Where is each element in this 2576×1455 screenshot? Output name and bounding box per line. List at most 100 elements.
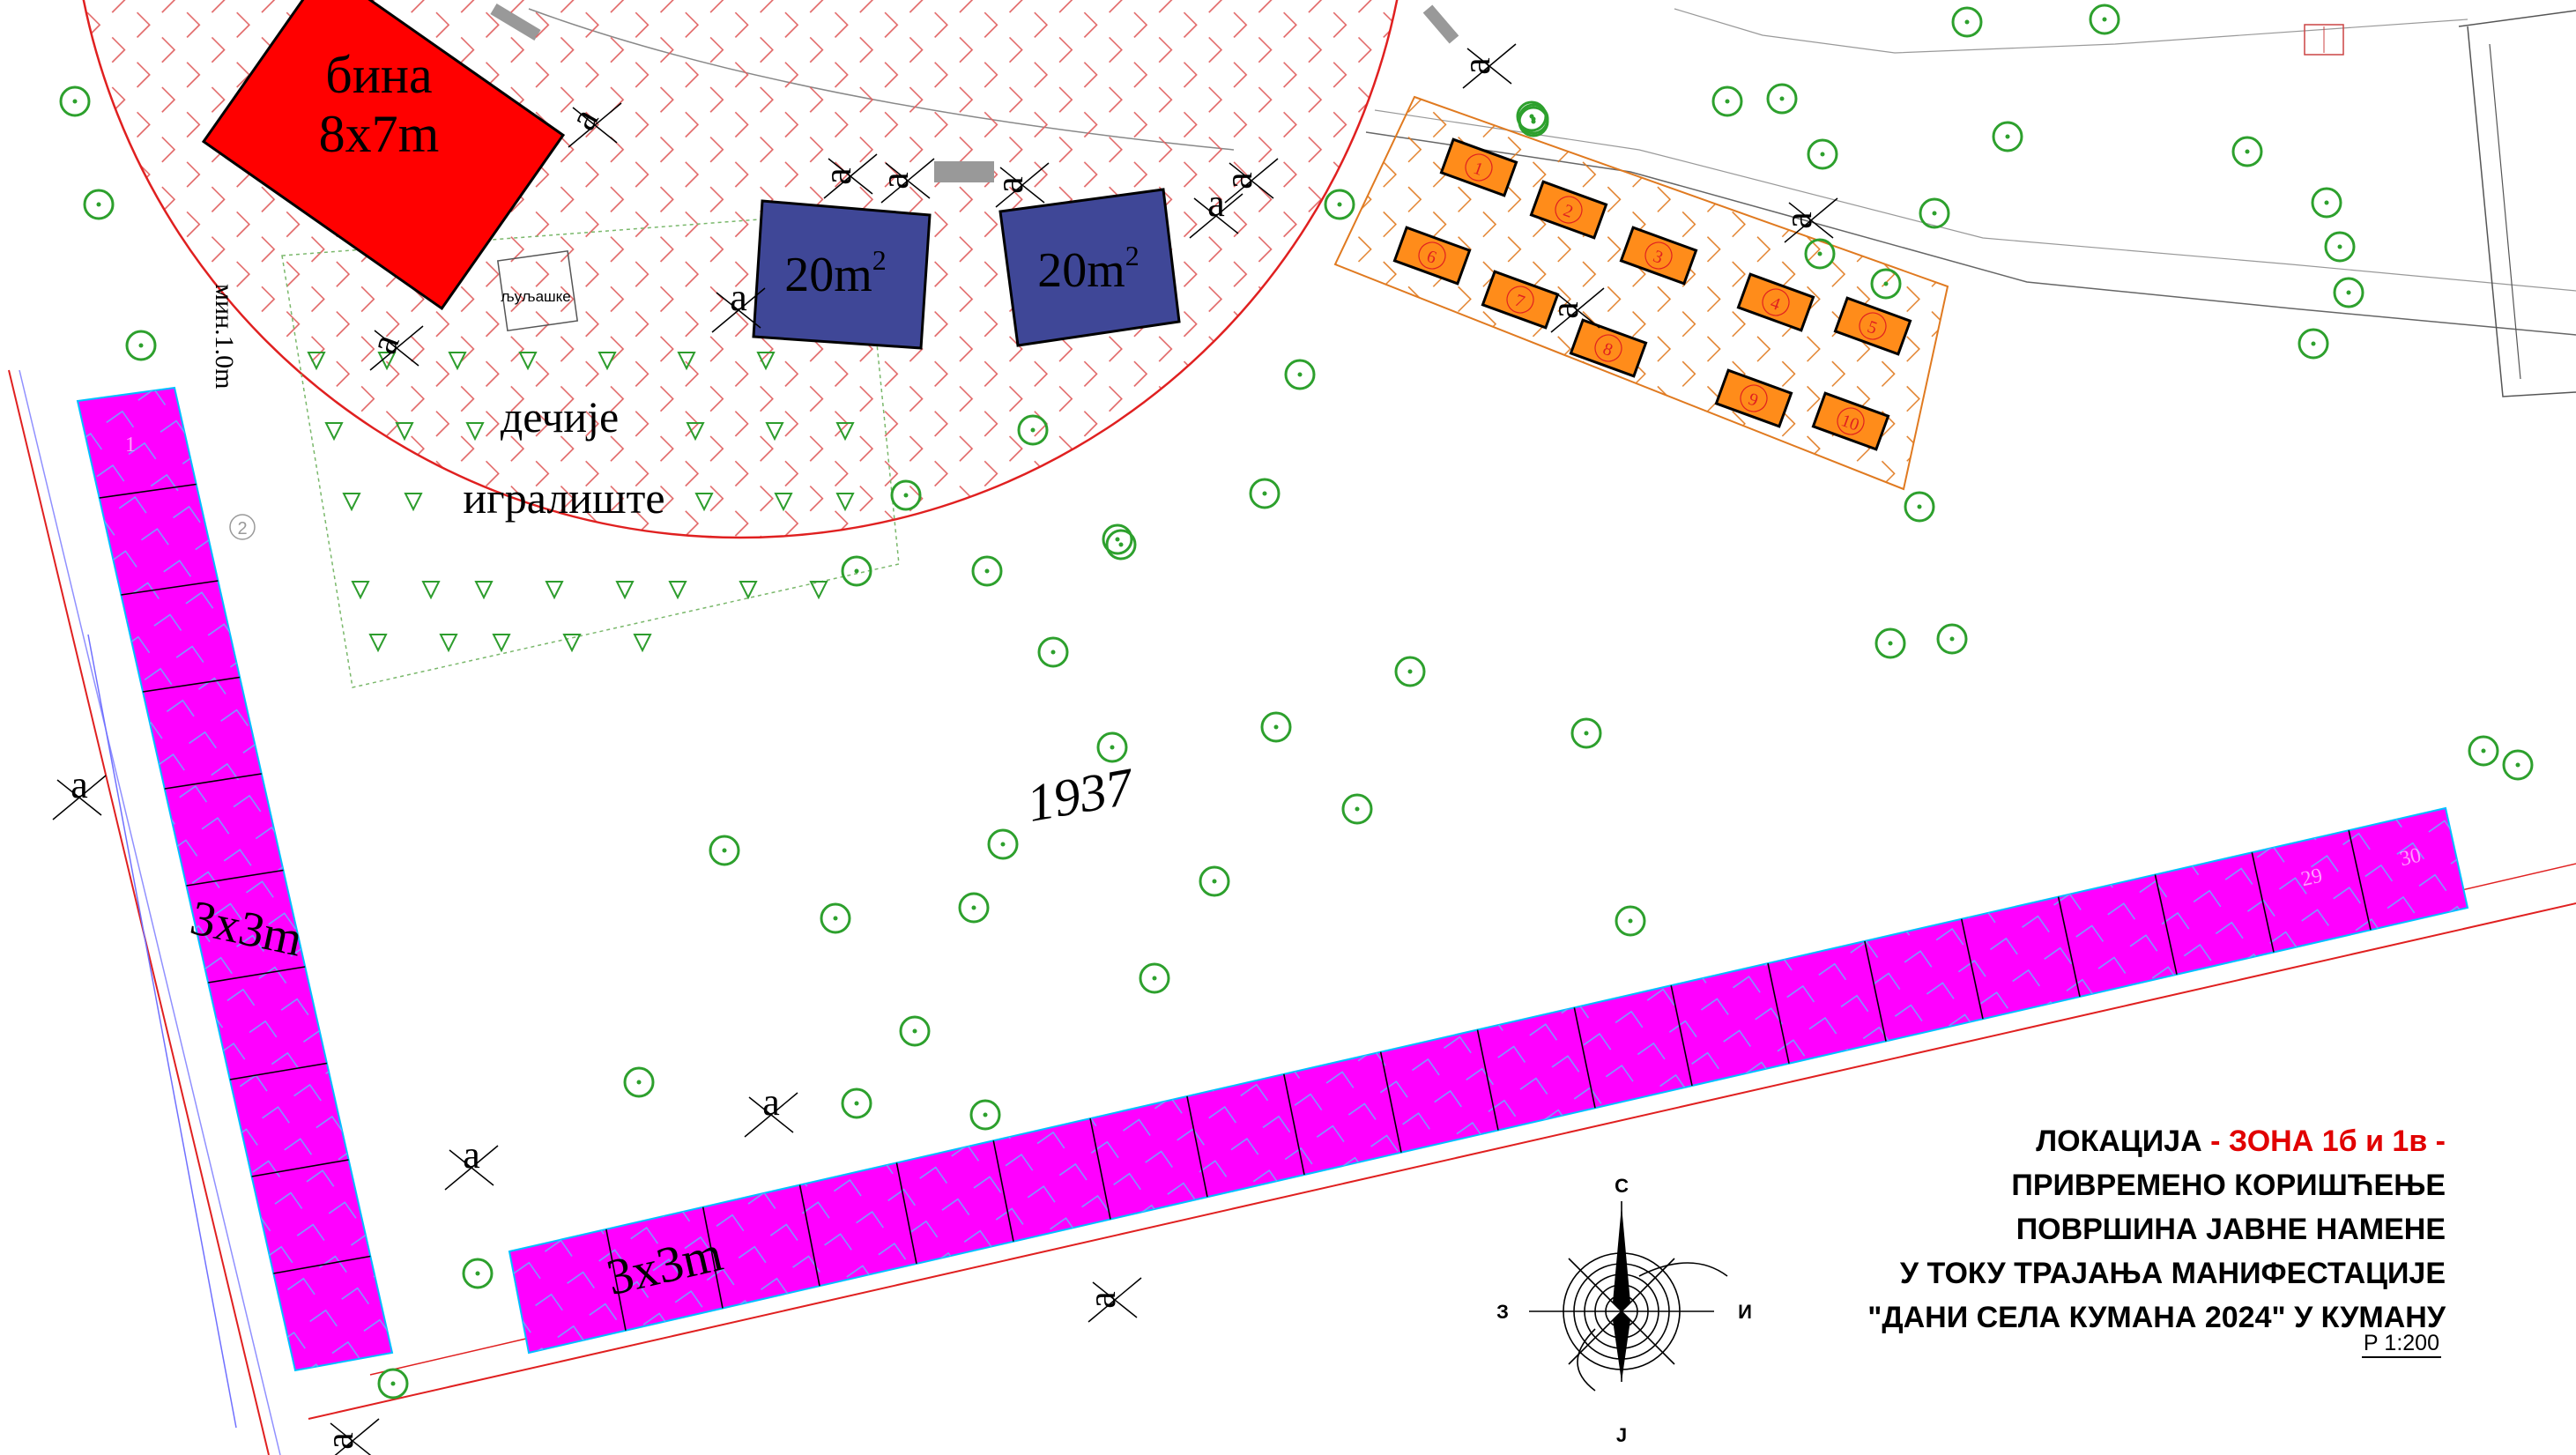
stall-divider — [2348, 829, 2372, 931]
dimension-letter: a — [1455, 57, 1498, 75]
dimension-marker: a — [1455, 43, 1517, 89]
legend-line-1: ЛОКАЦИЈА - ЗОНА 1б и 1в - — [1652, 1119, 2446, 1163]
kiosk-1-sup: 2 — [872, 244, 887, 276]
dimension-letter: a — [988, 176, 1031, 194]
stall-marker-2: 2 — [229, 514, 256, 540]
small-stand-8: 8 — [1569, 318, 1648, 378]
stall-divider — [251, 1159, 349, 1177]
legend-location: ЛОКАЦИЈА — [2036, 1125, 2202, 1158]
tree-symbol — [377, 1368, 409, 1399]
dimension-marker: a — [1543, 287, 1605, 333]
small-stand-6: 6 — [1392, 226, 1472, 286]
kiosk-2-sup: 2 — [1125, 240, 1140, 271]
stall-divider — [229, 1062, 328, 1080]
kiosk-1: 20m2 — [752, 199, 932, 350]
dimension-letter: a — [1777, 212, 1820, 229]
trees — [59, 4, 2534, 1399]
stall-divider — [164, 773, 262, 790]
stall-divider — [2057, 896, 2081, 998]
legend-line-3: ПОВРШИНА ЈАВНЕ НАМЕНЕ — [2016, 1213, 2446, 1246]
stall-divider — [142, 676, 241, 693]
dimension-marker: a — [873, 158, 935, 204]
legend-line-5: "ДАНИ СЕЛА КУМАНА 2024" У КУМАНУ — [1867, 1301, 2446, 1334]
tree-symbol — [83, 189, 115, 220]
playground-area: љуљашке дечије игралиште — [281, 211, 900, 688]
tree-symbol — [1904, 491, 1935, 523]
tree-symbol — [1992, 121, 2023, 152]
tree-symbol — [1284, 359, 1316, 390]
dimension-letter: a — [1217, 172, 1260, 189]
tree-symbol — [2311, 187, 2342, 219]
tree-symbol — [462, 1258, 494, 1289]
dimension-letter: a — [730, 276, 747, 319]
small-stand-7: 7 — [1481, 270, 1560, 330]
stall-divider — [208, 966, 306, 984]
compass-west: З — [1496, 1301, 1509, 1323]
stage-label-line2: 8x7m — [319, 105, 440, 163]
tree-symbol — [1615, 905, 1646, 937]
stall-divider — [992, 1140, 1014, 1242]
tree-symbol — [1037, 636, 1069, 668]
dimension-letter: a — [1543, 301, 1586, 319]
stall-divider — [1186, 1095, 1208, 1198]
tree-symbol — [1139, 962, 1170, 994]
stall-row-vertical: 1 3x3m — [76, 386, 394, 1372]
small-stands-area — [1333, 95, 1949, 491]
stall-divider — [1379, 1051, 1402, 1153]
dimension-letter: a — [463, 1133, 480, 1177]
playground-label-line2: игралиште — [463, 473, 664, 523]
tree-symbol — [899, 1015, 931, 1047]
dimension-letter: a — [816, 167, 859, 185]
stall-divider — [2154, 874, 2178, 975]
tree-symbol — [59, 85, 91, 117]
tree-symbol — [1199, 865, 1230, 897]
stage — [201, 0, 566, 311]
tree-symbol — [841, 555, 872, 587]
stall-divider — [798, 1184, 820, 1287]
playground-label-line1: дечије — [501, 392, 619, 442]
kiosk-1-label: 20m — [784, 248, 872, 302]
tree-symbol — [958, 892, 990, 924]
parcel-number: 1937 — [1023, 757, 1140, 833]
swings-label: љуљашке — [501, 288, 571, 305]
tree-symbol — [987, 828, 1019, 860]
tree-symbol — [1516, 100, 1548, 132]
legend-block: ЛОКАЦИЈА - ЗОНА 1б и 1в - ПРИВРЕМЕНО КОР… — [1652, 1119, 2446, 1340]
dimension-letter: a — [1080, 1291, 1124, 1309]
tree-symbol — [1102, 523, 1133, 555]
stall-divider — [1476, 1029, 1499, 1131]
stall-divider — [1089, 1117, 1111, 1220]
stall-divider — [2251, 852, 2275, 953]
kiosk-2: 20m2 — [998, 188, 1181, 347]
scale-label: Р 1:200 — [2361, 1331, 2441, 1358]
tree-symbol — [709, 835, 740, 866]
dimension-marker: a — [444, 1133, 499, 1191]
tree-symbol — [1874, 627, 1906, 659]
compass-north: С — [1615, 1175, 1629, 1197]
small-stand-1: 1 — [1439, 137, 1518, 197]
dimension-marker: a — [318, 1418, 380, 1455]
compass-rose: С Ј И З — [1496, 1175, 1752, 1446]
min-distance-label: мин.1.0m — [210, 284, 239, 389]
tree-symbol — [2231, 136, 2263, 167]
tree-symbol — [1260, 711, 1292, 743]
dimension-letter: a — [762, 1080, 780, 1124]
stall-divider — [1960, 918, 1984, 1020]
tree-symbol — [1951, 6, 1983, 38]
tree-symbol — [2468, 735, 2499, 767]
stall-divider — [1670, 985, 1693, 1087]
dimension-marker: a — [988, 162, 1050, 208]
stall-divider — [99, 483, 197, 499]
stall-divider — [1283, 1073, 1305, 1176]
legend-line-2: ПРИВРЕМЕНО КОРИШЋЕЊЕ — [2011, 1169, 2446, 1202]
tree-symbol — [1341, 793, 1373, 825]
stall-divider — [1864, 940, 1887, 1042]
small-stand-2: 2 — [1529, 180, 1608, 240]
dimension-marker: a — [1777, 197, 1838, 243]
compass-south: Ј — [1616, 1424, 1627, 1446]
stage-label-line1-display: бина — [325, 46, 432, 104]
dimension-marker: a — [1217, 158, 1279, 204]
utility-box — [934, 161, 994, 182]
